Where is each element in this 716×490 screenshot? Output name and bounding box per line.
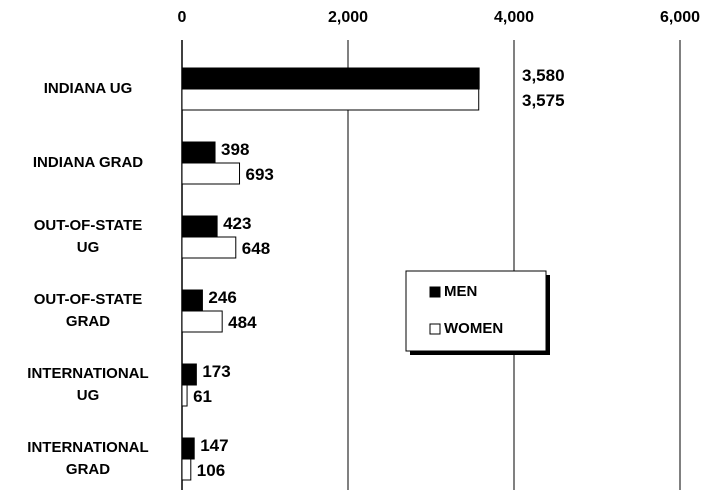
bar	[181, 215, 218, 238]
value-label: 693	[246, 165, 274, 184]
value-label: 61	[193, 387, 212, 406]
y-tick-label: OUT-OF-STATE	[34, 217, 143, 234]
y-tick-label: GRAD	[66, 313, 110, 330]
x-tick-label: 0	[178, 9, 187, 26]
value-label: 173	[202, 362, 230, 381]
y-tick-label: UG	[77, 387, 100, 404]
value-label: 484	[228, 313, 257, 332]
x-tick-label: 4,000	[494, 9, 534, 26]
value-label: 3,575	[522, 91, 565, 110]
legend	[405, 270, 547, 352]
y-tick-label: OUT-OF-STATE	[34, 291, 143, 308]
y-tick-label: INDIANA UG	[44, 80, 133, 97]
value-label: 398	[221, 140, 249, 159]
bar	[181, 437, 195, 460]
legend-label: MEN	[444, 283, 477, 300]
legend-swatch	[429, 286, 441, 298]
bar	[181, 236, 237, 259]
bar	[181, 384, 188, 407]
bar	[181, 289, 203, 312]
value-label: 246	[208, 288, 236, 307]
y-tick-label: INTERNATIONAL	[27, 365, 148, 382]
value-label: 147	[200, 436, 228, 455]
value-label: 648	[242, 239, 270, 258]
x-tick-label: 6,000	[660, 9, 700, 26]
bar	[181, 67, 480, 90]
bar	[181, 310, 223, 333]
x-tick-label: 2,000	[328, 9, 368, 26]
y-tick-label: UG	[77, 239, 100, 256]
y-tick-label: INDIANA GRAD	[33, 154, 143, 171]
y-tick-label: GRAD	[66, 461, 110, 478]
bar	[181, 363, 197, 386]
bar	[181, 162, 241, 185]
legend-label: WOMEN	[444, 320, 503, 337]
bar	[181, 141, 216, 164]
legend-swatch	[429, 323, 441, 335]
value-label: 106	[197, 461, 225, 480]
value-label: 423	[223, 214, 251, 233]
bar	[181, 88, 480, 111]
bar	[181, 458, 192, 481]
value-label: 3,580	[522, 66, 565, 85]
y-tick-label: INTERNATIONAL	[27, 439, 148, 456]
